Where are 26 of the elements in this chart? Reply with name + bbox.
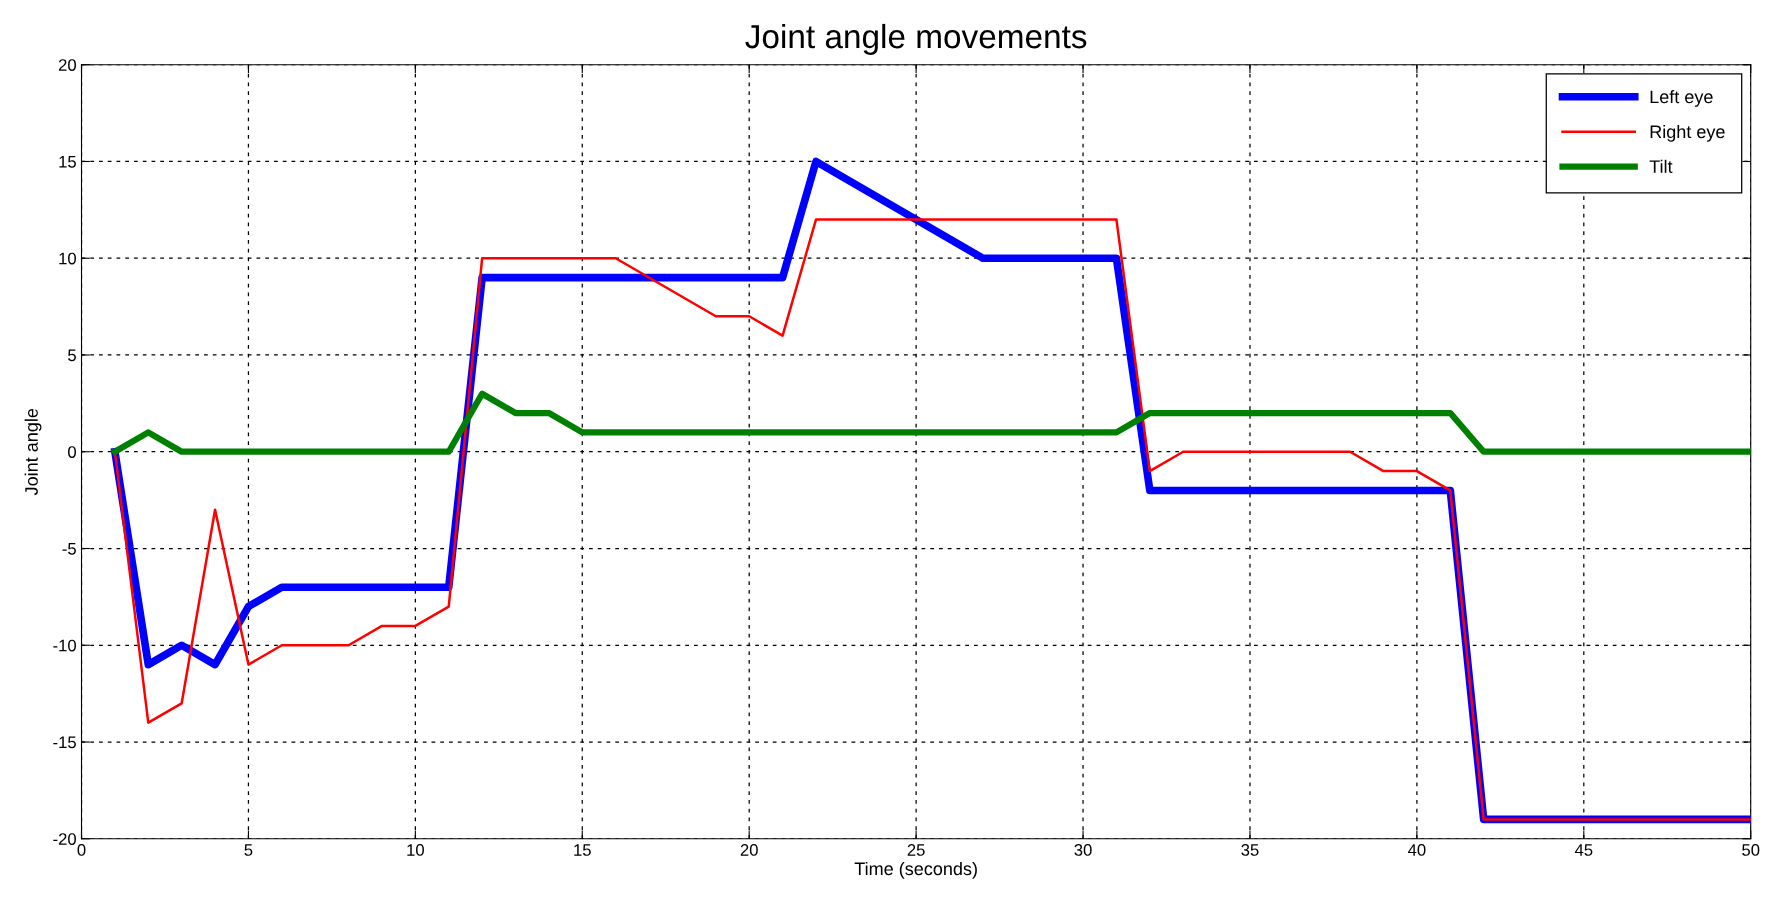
y-tick-label: 10 [59,252,76,265]
legend-label: Left eye [1650,90,1713,107]
x-tick-label: 15 [574,844,591,856]
y-tick-label: 15 [59,156,76,168]
x-tick-label: 45 [1574,844,1593,856]
x-tick-label: 40 [1408,844,1426,856]
y-tick-label: 0 [68,446,76,458]
legend-label: Right eye [1650,124,1725,142]
y-tick-label: 20 [58,59,76,71]
x-tick-label: 20 [740,844,758,856]
x-tick-label: 25 [907,844,925,856]
x-tick-label: 5 [244,844,253,856]
x-axis-title: Time (seconds) [854,861,977,879]
y-axis-title: Joint angle [24,408,42,496]
y-tick-label: -20 [53,833,76,845]
legend-label: Tilt [1649,159,1673,173]
x-tick-label: 30 [1074,844,1092,856]
chart-title: Joint angle movements [745,23,1087,55]
y-tick-label: -5 [62,543,76,555]
y-tick-label: 5 [68,349,76,362]
y-tick-label: -15 [53,736,76,749]
x-tick-label: 0 [77,844,86,856]
x-tick-label: 35 [1241,844,1259,856]
x-tick-label: 10 [407,844,424,856]
x-tick-label: 50 [1742,844,1760,856]
y-tick-label: -10 [53,639,76,652]
